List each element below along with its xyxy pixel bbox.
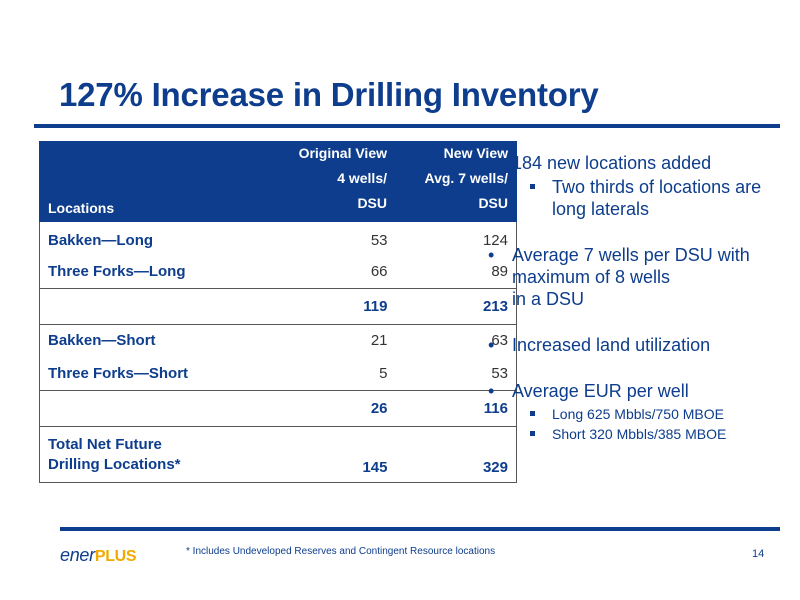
sub-bullet-item: Long 625 Mbbls/750 MBOE [512, 404, 788, 424]
row-label: Three Forks—Long [39, 255, 263, 288]
bullet-text: Increased land utilization [512, 335, 711, 355]
header-locations: Locations [39, 141, 263, 222]
original-value: 5 [379, 364, 388, 382]
sub-bullet-text: Long 625 Mbbls/750 MBOE [552, 406, 724, 422]
footnote: * Includes Undeveloped Reserves and Cont… [186, 546, 496, 557]
original-value: 66 [370, 262, 388, 280]
sub-bullet-list: Two thirds of locations are long lateral… [512, 176, 788, 220]
sub-bullet-text: Two thirds of locations are long lateral… [552, 177, 762, 219]
new-value: 124 [395, 222, 517, 255]
bullet-dot-icon: • [488, 245, 495, 265]
row-label: Bakken—Long [39, 222, 263, 255]
original-value: 21 [262, 323, 396, 357]
table-row: Three Forks—Long 66 89 [39, 255, 517, 288]
logo-plus-text: PLUS [94, 548, 137, 565]
page-number: 14 [752, 548, 765, 560]
header-new-line2: Avg. 7 wells/ [424, 170, 508, 186]
total-row: Total Net Future Drilling Locations* 145… [39, 425, 517, 483]
row-label: Bakken—Short [39, 323, 263, 357]
header-new-line3: DSU [478, 195, 508, 211]
table-header-row: Locations Original View 4 wells/ DSU New… [39, 141, 517, 222]
bullet-text: Average EUR per well [512, 381, 689, 401]
sub-bullet-item: Two thirds of locations are long lateral… [512, 176, 788, 220]
sub-bullet-item: Short 320 Mbbls/385 MBOE [512, 424, 788, 444]
original-total: 145 [262, 425, 396, 483]
bullet-text: 184 new locations added [512, 153, 712, 173]
new-subtotal: 213 [395, 287, 517, 324]
new-value: 53 [395, 357, 517, 390]
row-label [39, 389, 263, 426]
bullet-item: • 184 new locations added Two thirds of … [488, 152, 788, 220]
header-original-view: Original View 4 wells/ DSU [262, 141, 396, 222]
bullet-text: Average 7 wells per DSU with maximum of … [512, 245, 750, 309]
square-bullet-icon [530, 431, 535, 436]
bullet-item: • Average 7 wells per DSU with maximum o… [488, 244, 788, 310]
drilling-locations-table: Locations Original View 4 wells/ DSU New… [39, 141, 517, 483]
bullet-dot-icon: • [488, 335, 495, 355]
new-subtotal: 116 [395, 389, 517, 426]
new-total: 329 [395, 425, 517, 483]
header-original-line1: Original View [298, 145, 387, 161]
table-row: Bakken—Short 21 63 [39, 323, 517, 357]
original-value: 53 [370, 232, 388, 249]
title-divider [34, 124, 780, 128]
bullet-list: • 184 new locations added Two thirds of … [488, 152, 788, 460]
row-label [39, 287, 263, 324]
bullet-item: • Average EUR per well Long 625 Mbbls/75… [488, 380, 788, 444]
header-new-line1: New View [443, 145, 508, 161]
bullet-dot-icon: • [488, 381, 495, 401]
total-label-line2: Drilling Locations* [48, 456, 181, 473]
enerplus-logo: enerPLUS [60, 545, 137, 566]
sub-bullet-list: Long 625 Mbbls/750 MBOE Short 320 Mbbls/… [512, 404, 788, 444]
header-original-line2: 4 wells/ [337, 170, 387, 186]
subtotal-row-long: 119 213 [39, 287, 517, 324]
table-row: Bakken—Long 53 124 [39, 222, 517, 255]
square-bullet-icon [530, 184, 535, 189]
header-new-view: New View Avg. 7 wells/ DSU [395, 141, 517, 222]
logo-ener-text: ener [60, 545, 95, 565]
original-subtotal: 26 [262, 389, 396, 426]
table-row: Three Forks—Short 5 53 [39, 357, 517, 390]
bullet-item: • Increased land utilization [488, 334, 788, 356]
square-bullet-icon [530, 411, 535, 416]
total-label: Total Net Future Drilling Locations* [39, 425, 263, 483]
original-subtotal: 119 [262, 287, 396, 324]
bullet-dot-icon: • [488, 153, 495, 173]
new-value: 63 [395, 323, 517, 357]
footer-divider [60, 527, 780, 531]
sub-bullet-text: Short 320 Mbbls/385 MBOE [552, 426, 727, 442]
subtotal-row-short: 26 116 [39, 389, 517, 426]
header-original-line3: DSU [357, 195, 387, 211]
new-value: 89 [395, 255, 517, 288]
total-label-line1: Total Net Future [48, 436, 162, 453]
slide-title: 127% Increase in Drilling Inventory [59, 76, 599, 113]
row-label: Three Forks—Short [39, 357, 263, 390]
